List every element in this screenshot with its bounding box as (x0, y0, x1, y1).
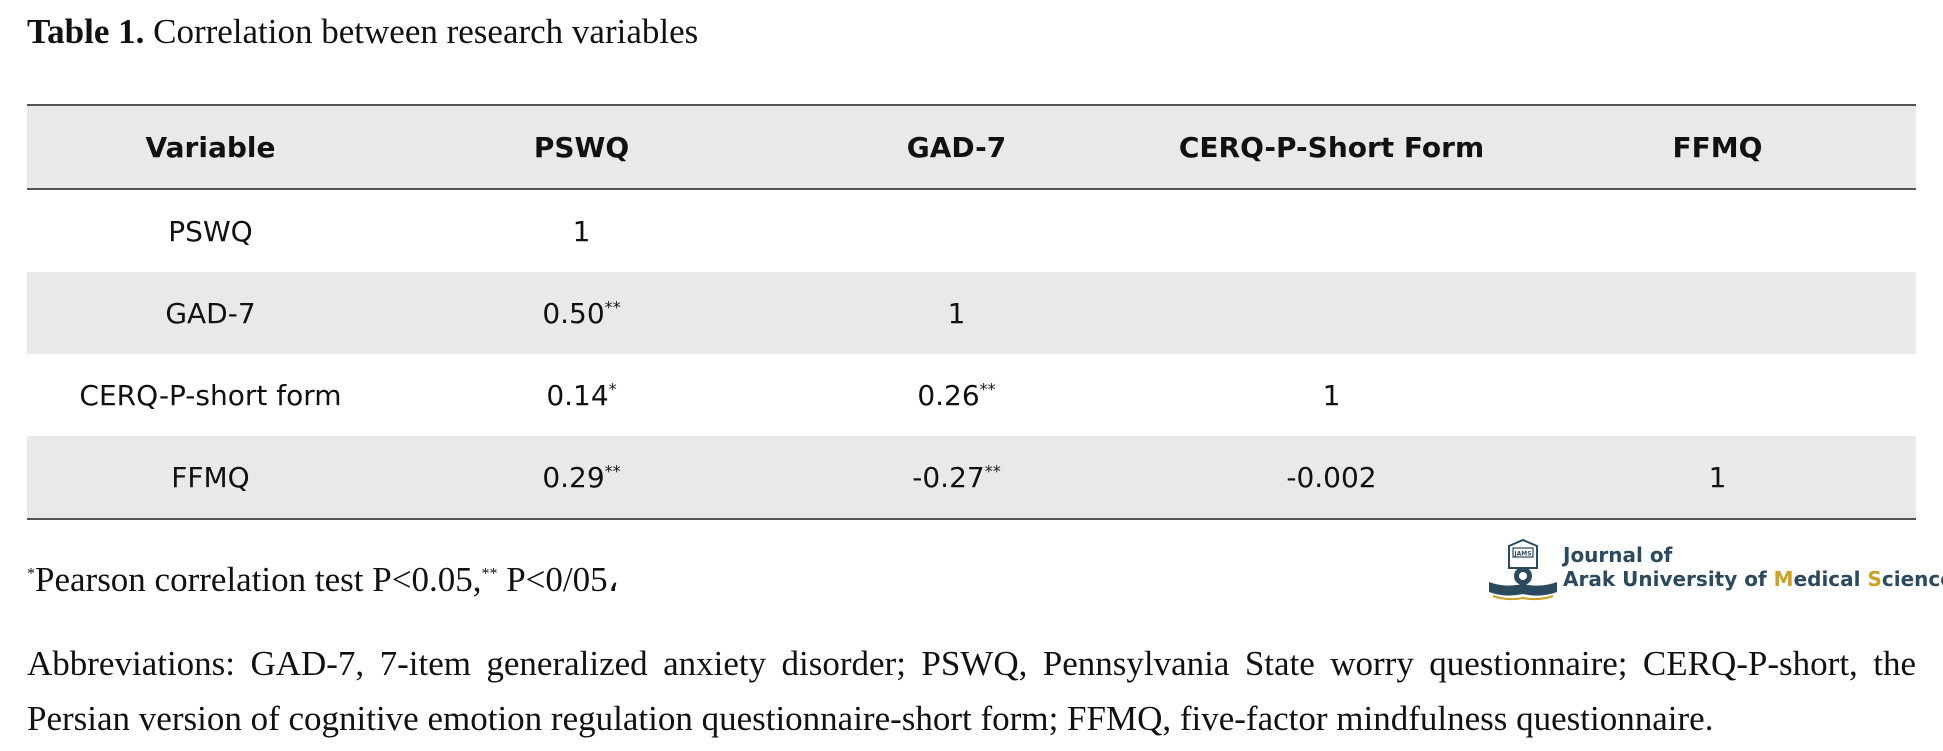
cell-value: -0.002 (1286, 460, 1377, 494)
cell-value: 0.29 (542, 460, 605, 494)
table-cell: -0.27** (769, 436, 1144, 520)
table-row: PSWQ 1 (27, 189, 1916, 272)
significance-marker: ** (984, 461, 1001, 481)
significance-note: *Pearson correlation test P<0.05,** P<0/… (27, 558, 619, 602)
table-cell: 1 (1144, 354, 1519, 436)
note-marker-single: * (27, 565, 35, 583)
table-cell (1519, 272, 1916, 354)
logo-text-part: A (1563, 567, 1579, 591)
cell-value: 1 (1322, 378, 1341, 412)
table-title: Correlation between research variables (153, 12, 699, 51)
table-cell (1144, 189, 1519, 272)
abbreviations-note: Abbreviations: GAD-7, 7-item generalized… (27, 644, 1916, 738)
table-label: Table 1. (27, 12, 145, 51)
table-cell (1144, 272, 1519, 354)
table-cell: 1 (394, 189, 769, 272)
cell-value: 1 (1708, 460, 1727, 494)
row-label: FFMQ (27, 436, 394, 520)
logo-text-part: U (1622, 567, 1639, 591)
table-cell: 0.29** (394, 436, 769, 520)
journal-logo: JAMS Journal of Arak University of Medic… (1487, 538, 1943, 604)
row-label: PSWQ (168, 214, 253, 248)
table-cell (1519, 189, 1916, 272)
note-marker-double: ** (481, 565, 498, 583)
table-cell: 1 (769, 272, 1144, 354)
cell-value: 0.26 (917, 378, 980, 412)
column-header-cerq: CERQ-P-Short Form (1144, 104, 1519, 190)
column-header-ffmq: FFMQ (1519, 104, 1916, 190)
cell-value: 0.50 (542, 296, 605, 330)
cell-value: 1 (572, 214, 591, 248)
cell-value: 0.14 (546, 378, 609, 412)
table-row: GAD-7 0.50** 1 (27, 272, 1916, 354)
table-cell (769, 189, 1144, 272)
table-cell: 0.14* (394, 354, 769, 436)
table-caption: Table 1. Correlation between research va… (27, 10, 698, 54)
table-cell: 0.26** (769, 354, 1144, 436)
cell-value: -0.27 (912, 460, 985, 494)
logo-line-1: Journal of (1563, 543, 1673, 567)
significance-marker: ** (604, 297, 621, 317)
journal-emblem-icon: JAMS (1489, 538, 1557, 601)
table-row: FFMQ 0.29** -0.27** -0.002 1 (27, 436, 1916, 520)
logo-line-2: Arak University of Medical Sciences (1563, 567, 1943, 591)
note-text-1: Pearson correlation test P<0.05, (35, 560, 482, 599)
table-cell: -0.002 (1144, 436, 1519, 520)
significance-marker: ** (604, 461, 621, 481)
significance-marker: ** (979, 379, 996, 399)
svg-text:JAMS: JAMS (1513, 551, 1531, 558)
logo-text-part: rak (1578, 567, 1623, 591)
table-cell: 0.50** (394, 272, 769, 354)
logo-text-part: S (1867, 567, 1882, 591)
cell-value: 1 (947, 296, 966, 330)
logo-text-part: ciences (1881, 567, 1943, 591)
correlation-table: Variable PSWQ GAD-7 CERQ-P-Short Form FF… (27, 104, 1916, 520)
table-cell (1519, 354, 1916, 436)
column-header-pswq: PSWQ (394, 104, 769, 190)
row-label: GAD-7 (165, 296, 256, 330)
column-header-gad7: GAD-7 (769, 104, 1144, 190)
logo-text-part: edical (1793, 567, 1868, 591)
note-text-2: P<0/05، (497, 560, 619, 599)
table-row: CERQ-P-short form 0.14* 0.26** 1 (27, 354, 1916, 436)
logo-text-part: niversity of (1638, 567, 1774, 591)
header-row: Variable PSWQ GAD-7 CERQ-P-Short Form FF… (27, 104, 1916, 190)
logo-text-part: M (1773, 567, 1794, 591)
table-cell: 1 (1519, 436, 1916, 520)
significance-marker: * (608, 379, 617, 399)
row-label: CERQ-P-short form (79, 378, 342, 412)
column-header-variable: Variable (27, 104, 394, 190)
